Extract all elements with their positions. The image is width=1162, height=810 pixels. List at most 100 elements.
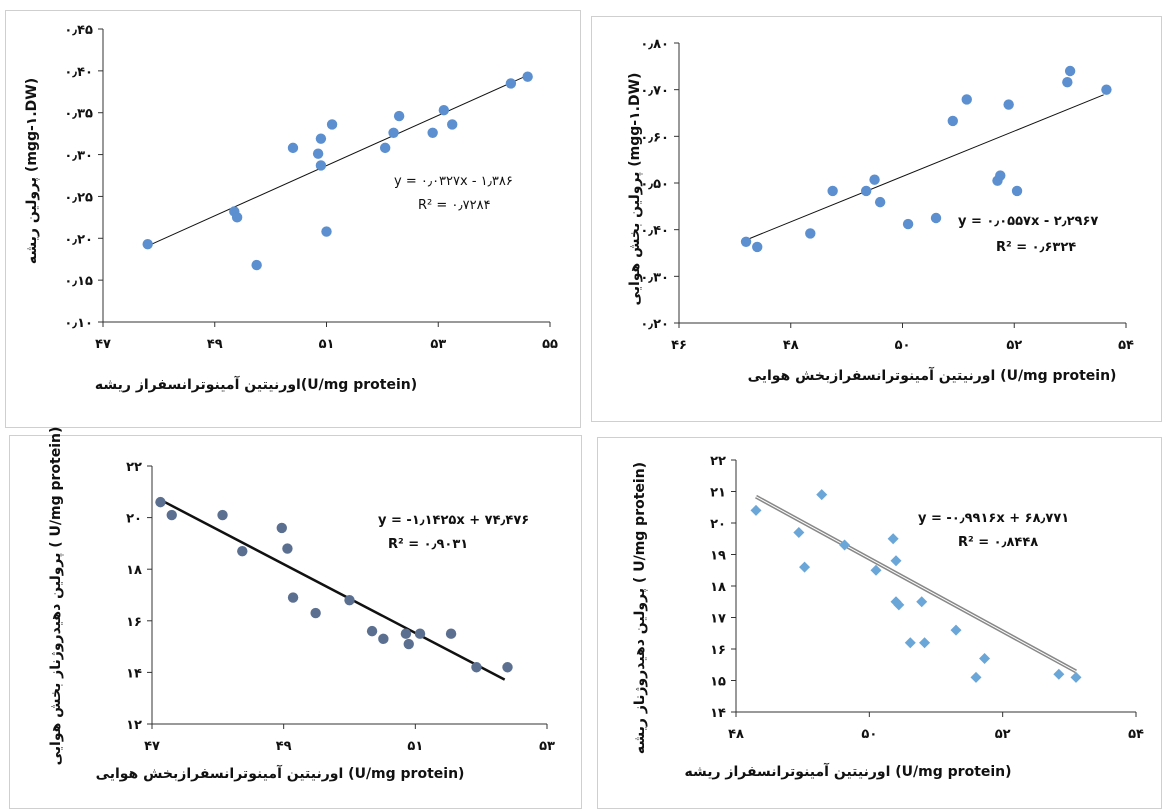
x-tick-label: ۴۶ xyxy=(671,338,687,353)
data-point xyxy=(378,633,389,645)
data-point xyxy=(282,543,293,554)
data-point xyxy=(869,174,880,185)
y-tick-label: ۰٫۲۵ xyxy=(64,190,93,205)
y-tick-label: ۰٫۵۰ xyxy=(640,177,669,192)
data-point xyxy=(231,212,243,223)
x-tick-label: ۵۴ xyxy=(1128,727,1144,742)
data-point xyxy=(860,185,872,197)
y-tick-label: ۰٫۲۰ xyxy=(64,232,93,247)
x-tick-label: ۴۹ xyxy=(207,337,223,352)
data-point xyxy=(793,526,805,538)
x-tick-label: ۵۱ xyxy=(319,337,335,352)
data-point xyxy=(217,509,228,521)
data-point xyxy=(1064,65,1076,77)
chart-root-proline: ۰٫۱۰ ۰٫۱۵ ۰٫۲۰ ۰٫۲۵ ۰٫۳۰ ۰٫۳۵ ۰٫۴۰ ۰٫۴۵ ۴۷ ۴۹ ۵۱ ۵۳… xyxy=(24,23,558,393)
data-point xyxy=(310,607,321,619)
data-point xyxy=(890,555,902,567)
y-tick-label: ۰٫۷۰ xyxy=(640,84,669,99)
trendline xyxy=(147,74,528,247)
data-point xyxy=(251,259,262,271)
y-tick-label: ۱۸ xyxy=(710,580,726,595)
data-point xyxy=(970,671,982,683)
y-tick-label: ۲۱ xyxy=(710,486,726,501)
data-point xyxy=(902,218,914,230)
data-point xyxy=(740,236,752,247)
data-point xyxy=(142,238,153,250)
data-point xyxy=(893,599,905,611)
x-axis-title: اورنیتین آمینوترانسفراز ریشه (U/mg prote… xyxy=(684,762,1011,780)
data-point xyxy=(799,561,811,573)
y-axis-title: پرولین ریشه (mgg-۱.DW) xyxy=(24,78,40,264)
data-point xyxy=(287,142,299,154)
x-tick-label: ۴۹ xyxy=(276,739,292,754)
data-point xyxy=(805,228,816,239)
y-tick-label: ۰٫۴۰ xyxy=(640,224,669,239)
data-point xyxy=(403,638,414,650)
r-squared: R² = ۰٫۶۳۲۴ xyxy=(996,240,1076,255)
chart-panel-root-dehydroproline: ۱۴ ۱۵ ۱۶ ۱۷ ۱۸ ۱۹ ۲۰ ۲۱ ۲۲ ۴۸ ۵۰ ۵۲ ۵۴ y = -۰٫۹۹۱۶x +… xyxy=(597,437,1162,809)
x-tick-label: ۵۲ xyxy=(995,727,1011,742)
x-tick-label: ۵۱ xyxy=(407,739,423,754)
trend-equation: y = -۰٫۹۹۱۶x + ۶۸٫۷۷۱ xyxy=(918,511,1069,526)
data-point xyxy=(326,119,338,130)
data-point xyxy=(1062,77,1073,88)
chart-shoot-dehydroproline: ۱۲ ۱۴ ۱۶ ۱۸ ۲۰ ۲۲ ۴۷ ۴۹ ۵۱ ۵۳ y = -۱٫۱۴۲۵x + ۷۴٫۴۷… xyxy=(48,427,555,782)
x-tick-label: ۵۰ xyxy=(861,727,877,742)
data-point xyxy=(287,592,299,603)
data-point xyxy=(388,127,399,139)
y-tick-label: ۰٫۱۵ xyxy=(64,274,93,289)
data-point xyxy=(502,662,513,673)
x-tick-label: ۵۳ xyxy=(430,337,446,352)
data-point xyxy=(315,160,327,171)
x-tick-label: ۵۵ xyxy=(542,337,558,352)
chart-root-dehydroproline: ۱۴ ۱۵ ۱۶ ۱۷ ۱۸ ۱۹ ۲۰ ۲۱ ۲۲ ۴۸ ۵۰ ۵۲ ۵۴ y = -۰٫۹۹۱۶x +… xyxy=(632,454,1144,780)
trendline xyxy=(745,94,1104,241)
data-point xyxy=(276,522,287,534)
y-tick-label: ۱۷ xyxy=(710,612,726,627)
chart-panel-shoot-dehydroproline: ۱۲ ۱۴ ۱۶ ۱۸ ۲۰ ۲۲ ۴۷ ۴۹ ۵۱ ۵۳ y = -۱٫۱۴۲۵x + ۷۴٫۴۷… xyxy=(9,427,582,809)
x-axis-title: اورنیتین آمینوترانسفرازبخش هوایی (U/mg p… xyxy=(748,366,1117,384)
data-point xyxy=(471,662,482,673)
y-tick-label: ۱۴ xyxy=(710,706,726,721)
y-tick-label: ۰٫۲۰ xyxy=(640,317,669,332)
data-point xyxy=(930,212,942,224)
data-point xyxy=(166,509,177,521)
chart-panel-root-proline: ۰٫۱۰ ۰٫۱۵ ۰٫۲۰ ۰٫۲۵ ۰٫۳۰ ۰٫۳۵ ۰٫۴۰ ۰٫۴۵ ۴۷ ۴۹ ۵۱ ۵۳… xyxy=(5,10,581,428)
y-tick-label: ۱۸ xyxy=(126,563,142,578)
x-tick-label: ۴۷ xyxy=(95,337,111,352)
y-axis-title: پرولین دهیدروژناز بخش هوایی ( U/mg prote… xyxy=(48,427,64,766)
x-tick-label: ۵۳ xyxy=(539,739,555,754)
data-point xyxy=(839,539,851,551)
x-tick-label: ۴۸ xyxy=(783,338,799,353)
trend-equation: y = ۰٫۰۳۲۷x - ۱٫۳۸۶ xyxy=(394,174,513,189)
data-point xyxy=(315,133,327,144)
data-point xyxy=(438,105,450,116)
x-tick-label: ۵۴ xyxy=(1118,338,1134,353)
y-tick-label: ۱۵ xyxy=(710,675,726,690)
data-point xyxy=(312,148,324,159)
x-tick-label: ۴۸ xyxy=(728,727,744,742)
data-point xyxy=(505,78,517,89)
r-squared: R² = ۰٫۸۴۴۸ xyxy=(958,535,1038,550)
data-point xyxy=(1070,671,1082,683)
data-point xyxy=(155,496,166,508)
y-tick-label: ۲۰ xyxy=(126,512,142,527)
data-point xyxy=(427,127,438,139)
data-point xyxy=(995,170,1006,181)
y-axis-title: پرولین دهیدروژناز ریشه ( U/mg protein) xyxy=(632,462,648,754)
data-point xyxy=(950,624,962,636)
x-axis-title: اورنیتین آمینوترانسفراز ریشه(U/mg protei… xyxy=(95,375,417,393)
data-point xyxy=(393,110,405,122)
data-point xyxy=(1011,185,1023,197)
y-axis-title: پرولین بخش هوایی (mgg-۱.DW) xyxy=(627,73,643,306)
y-tick-label: ۲۰ xyxy=(710,517,726,532)
data-point xyxy=(400,628,412,639)
x-tick-label: ۵۰ xyxy=(895,338,911,353)
data-point xyxy=(752,241,763,253)
data-point xyxy=(445,628,457,639)
data-point xyxy=(366,625,378,637)
r-squared: R² = ۰٫۹۰۳۱ xyxy=(388,537,468,552)
data-point xyxy=(916,596,928,608)
y-tick-label: ۰٫۴۵ xyxy=(64,23,93,38)
data-point xyxy=(344,594,355,606)
